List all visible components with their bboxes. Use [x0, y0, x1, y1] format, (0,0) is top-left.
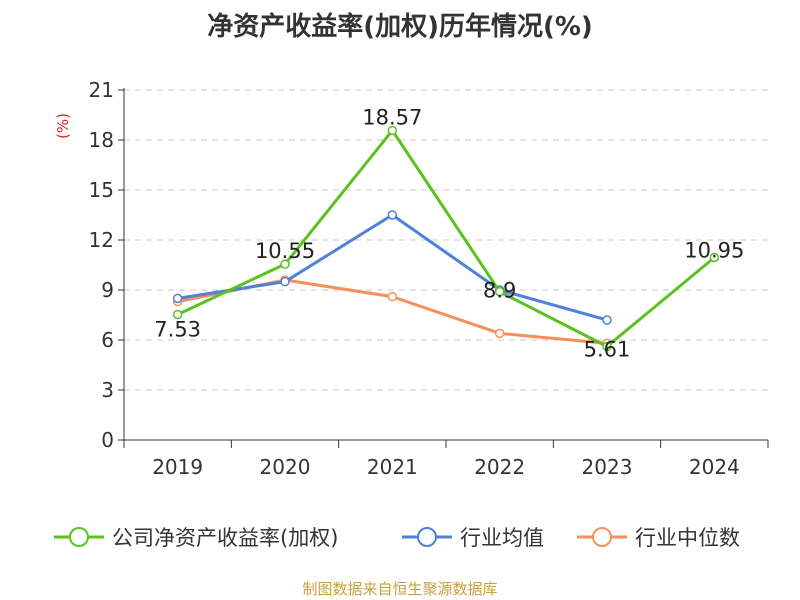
data-labels: 7.53 10.55 18.57 8.9 5.61 10.95	[154, 106, 744, 362]
legend-marker	[592, 527, 612, 547]
data-point	[387, 291, 398, 302]
series-line	[177, 213, 608, 322]
data-label: 8.9	[483, 279, 516, 303]
grid-lines	[124, 89, 768, 391]
x-tick-label: 2024	[689, 455, 740, 479]
x-tick-label: 2019	[152, 455, 203, 479]
x-tick-label: 2021	[367, 455, 418, 479]
data-point	[602, 315, 612, 325]
data-point	[172, 309, 183, 320]
data-point	[280, 276, 290, 287]
y-tick-label: 0	[101, 428, 114, 452]
legend-label: 行业均值	[460, 526, 544, 550]
data-label: 18.57	[362, 106, 422, 130]
source-note: 制图数据来自恒生聚源数据库	[302, 580, 498, 598]
legend-label: 行业中位数	[635, 526, 740, 550]
y-tick-label: 18	[89, 128, 114, 152]
y-tick-label: 12	[89, 228, 114, 252]
data-label: 10.55	[255, 239, 315, 263]
legend: 公司净资产收益率(加权) 行业均值 行业中位数	[54, 526, 740, 550]
data-point	[602, 341, 612, 352]
data-label: 10.95	[684, 239, 744, 263]
axes: 0 3 6 9 12 15 18 21 (%) 2019 2020 2021 2022 2023 2024	[54, 78, 769, 479]
data-point	[494, 328, 505, 339]
y-axis-label: (%)	[54, 113, 72, 139]
legend-marker	[417, 527, 437, 547]
x-tick-label: 2023	[582, 455, 633, 479]
data-point	[387, 125, 398, 136]
data-label: 5.61	[584, 338, 631, 362]
series-line	[177, 129, 716, 348]
y-tick-label: 6	[101, 328, 114, 352]
data-point	[387, 210, 398, 220]
y-tick-label: 3	[101, 378, 114, 402]
y-tick-label: 21	[89, 78, 114, 102]
data-point	[709, 252, 720, 263]
legend-marker	[69, 527, 89, 547]
x-tick-label: 2022	[474, 455, 525, 479]
data-point	[172, 293, 183, 304]
series-lines	[172, 125, 720, 352]
x-tick-label: 2020	[260, 455, 311, 479]
y-tick-label: 9	[101, 278, 114, 302]
chart-title: 净资产收益率(加权)历年情况(%)	[207, 12, 593, 42]
data-point	[280, 259, 290, 269]
data-point	[494, 286, 505, 297]
legend-label: 公司净资产收益率(加权)	[112, 526, 338, 550]
data-label: 7.53	[154, 318, 201, 342]
y-tick-label: 15	[89, 178, 114, 202]
